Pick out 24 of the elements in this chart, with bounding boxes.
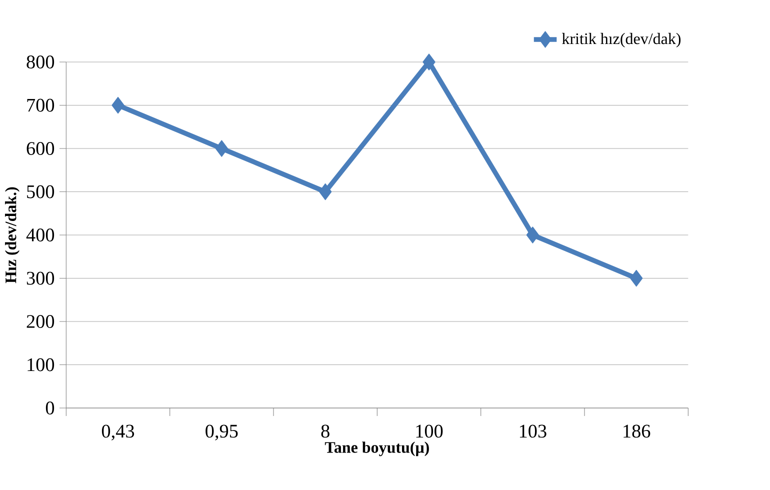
point: [526, 226, 540, 244]
x-tick-label: 186: [624, 424, 650, 438]
x-tick-label: 0,95: [206, 424, 238, 440]
y-tick-label: 300: [26, 272, 54, 285]
y-tick-label: 0: [46, 402, 54, 414]
x-tick-label: 0,43: [102, 424, 134, 440]
point: [319, 183, 332, 200]
point: [215, 140, 228, 157]
y-tick-label: 500: [27, 185, 54, 198]
y-tick-label: 100: [28, 358, 54, 372]
y-tick-label: 600: [26, 142, 54, 155]
x-tick-label: 8: [321, 424, 330, 438]
y-tick-label: 700: [27, 98, 54, 112]
y-tick-label: 800: [26, 56, 54, 68]
point: [422, 54, 436, 70]
y-tick-label: 400: [26, 228, 54, 242]
x-axis-title: Tane boyutu(μ): [324, 442, 429, 456]
y-tick-label: 200: [26, 315, 54, 328]
y-axis-title: Hız (dev/dak.): [4, 187, 20, 284]
x-tick-label: 100: [416, 424, 443, 438]
point: [630, 270, 643, 287]
x-tick-label: 103: [520, 424, 546, 438]
point: [112, 96, 124, 114]
legend-label: kritik hız(dev/dak): [562, 32, 681, 48]
